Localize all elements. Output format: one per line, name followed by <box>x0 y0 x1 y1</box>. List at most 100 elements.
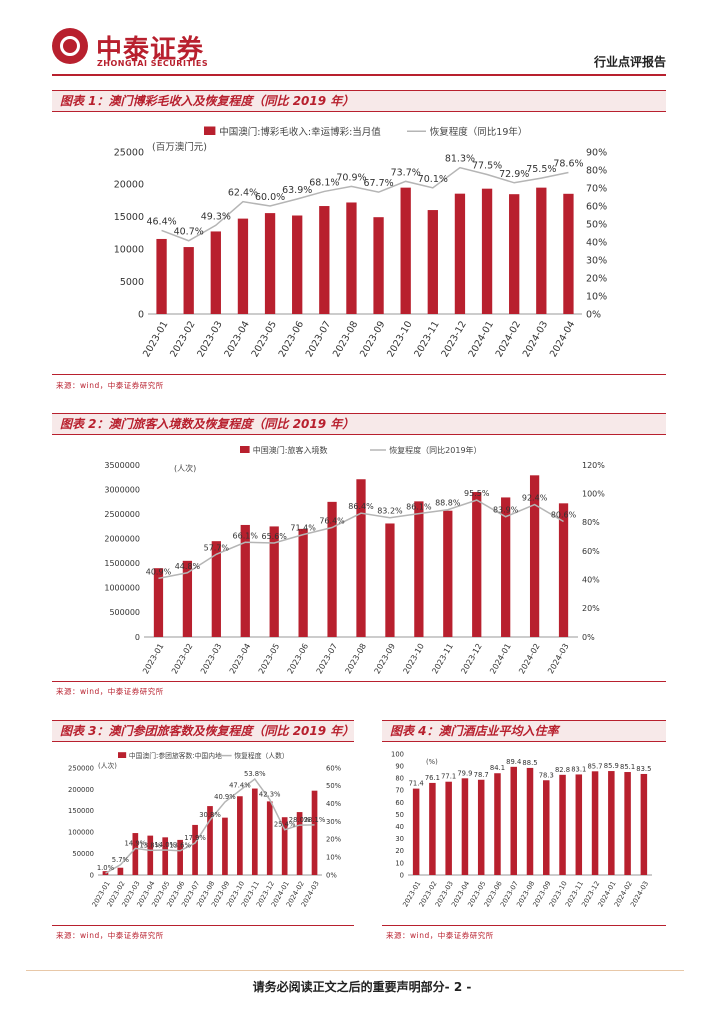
chart3-legend-bar-label: 中国澳门:参团旅客数:中国内地 <box>129 751 222 760</box>
chart3-data-label: 13.8% <box>139 841 161 849</box>
chart1-bar <box>536 187 547 314</box>
chart1-xtick: 2023-03 <box>195 319 224 359</box>
chart2-ytick-left: 1500000 <box>104 559 140 568</box>
chart3-data-label: 47.4% <box>229 781 251 789</box>
chart1-bar <box>509 194 520 314</box>
chart1-svg: (百万澳门元) 中国澳门:博彩毛收入:幸运博彩:当月值 恢复程度（同比19年） 0 50… <box>114 126 607 359</box>
chart4-bar <box>477 779 485 875</box>
chart4-ytick-left: 10 <box>395 859 404 867</box>
chart3-legend-line-label: 恢复程度（人数） <box>234 751 288 760</box>
chart4-data-label: 85.1 <box>620 763 635 771</box>
chart3-bar <box>177 839 183 875</box>
chart2-bar <box>240 524 250 637</box>
chart1-xtick: 2023-05 <box>250 319 279 359</box>
chart2-bar <box>356 479 366 637</box>
chart3-data-label: 14.9% <box>125 839 147 847</box>
chart4-data-label: 85.7 <box>587 762 602 770</box>
chart4-ytick-left: 20 <box>395 847 404 855</box>
chart4-bar <box>461 778 469 875</box>
chart3-bar <box>296 812 303 875</box>
chart1-ytick-right: 80% <box>586 165 607 176</box>
chart3-ytick-left: 50000 <box>72 850 94 858</box>
chart4-unit-label: (%) <box>426 758 438 766</box>
chart2-data-label: 57.7% <box>204 543 230 552</box>
chart4-bar <box>429 782 436 875</box>
chart1-xtick: 2023-09 <box>358 319 387 359</box>
chart3-data-label: 42.3% <box>259 791 281 799</box>
chart2-data-label: 76.4% <box>319 516 345 525</box>
chart2-ytick-right: 20% <box>582 604 600 613</box>
chart1-ytick-right: 70% <box>586 183 607 194</box>
chart2-xtick: 2023-07 <box>315 642 340 675</box>
chart2-ytick-left: 0 <box>135 633 140 642</box>
chart2-ytick-left: 3000000 <box>104 485 140 494</box>
chart3-title-bar: 图表 3：澳门参团旅客数及恢复程度（同比 2019 年） <box>52 720 354 742</box>
chart3-bar <box>117 867 124 875</box>
chart1-xtick: 2023-10 <box>385 319 414 359</box>
chart1-data-label: 63.9% <box>282 185 312 196</box>
chart2-xtick: 2023-02 <box>170 642 195 675</box>
chart1-bar <box>264 213 276 314</box>
chart2-source-divider <box>52 681 666 682</box>
chart1-bar <box>427 210 438 314</box>
chart3-svg: (人次) 中国澳门:参团旅客数:中国内地 恢复程度（人数） 0 50000 100000 1… <box>68 751 342 908</box>
chart4-data-label: 89.4 <box>506 758 521 766</box>
chart1-data-label: 81.3% <box>445 154 475 165</box>
chart3-data-label: 1.0% <box>97 864 115 872</box>
chart4-title-bar: 图表 4：澳门酒店业平均入住率 <box>382 720 666 742</box>
chart1-xtick: 2023-08 <box>331 319 360 359</box>
chart1-data-label: 75.5% <box>526 164 556 175</box>
chart4-data-label: 88.5 <box>522 759 537 767</box>
chart1-ytick-right: 40% <box>586 237 607 248</box>
chart3-data-label: 17.9% <box>184 834 206 842</box>
chart2-xtick: 2024-03 <box>546 642 571 675</box>
chart4-data-label: 77.1 <box>441 773 456 781</box>
chart1-legend-line-label: 恢复程度（同比19年） <box>430 126 528 138</box>
chart1-data-label: 62.4% <box>228 188 258 199</box>
chart1-bar <box>563 193 574 314</box>
chart4-ytick-left: 40 <box>395 823 404 831</box>
chart1-ytick-right: 30% <box>586 255 607 266</box>
chart2-data-label: 66.1% <box>233 531 259 540</box>
chart1-bar <box>210 231 221 314</box>
chart4-bar <box>575 774 583 875</box>
chart3-ytick-right: 10% <box>326 854 342 862</box>
chart1-bar <box>346 202 357 314</box>
chart2-xtick: 2023-11 <box>430 642 455 675</box>
chart2-bar <box>269 526 279 637</box>
chart2-ytick-left: 1000000 <box>104 584 140 593</box>
chart1-ytick-left: 0 <box>138 309 144 320</box>
chart1-line-series <box>161 166 569 242</box>
chart2-bar <box>529 475 540 637</box>
company-name-en: ZHONGTAI SECURITIES <box>97 59 209 68</box>
chart1-xtick: 2023-04 <box>223 319 252 359</box>
chart1-xtick: 2024-01 <box>467 319 496 359</box>
chart1-ytick-right: 60% <box>586 201 607 212</box>
chart1-xtick: 2023-11 <box>412 319 441 359</box>
chart1-data-label: 40.7% <box>174 227 204 238</box>
chart1-xtick: 2023-07 <box>304 319 333 359</box>
chart1-title: 图表 1：澳门博彩毛收入及恢复程度（同比 2019 年） <box>60 94 355 108</box>
chart1-ytick-left: 15000 <box>114 212 144 223</box>
chart4-ytick-left: 90 <box>395 762 404 770</box>
chart4-data-label: 85.9 <box>604 762 619 770</box>
chart1-data-label: 68.1% <box>309 177 339 188</box>
chart4-data-label: 78.7 <box>474 771 489 779</box>
chart2-bar <box>472 492 482 637</box>
chart2-xtick: 2023-04 <box>228 642 253 675</box>
chart4-bar <box>559 774 566 875</box>
chart3-source: 来源：wind，中泰证券研究所 <box>56 931 164 940</box>
chart2-ytick-right: 40% <box>582 575 600 584</box>
chart1-data-label: 77.5% <box>472 161 502 172</box>
chart2-ytick-right: 100% <box>582 489 605 498</box>
chart3-ytick-left: 250000 <box>68 764 94 772</box>
chart2-xtick: 2023-01 <box>141 642 166 675</box>
chart3-ytick-left: 200000 <box>68 786 94 794</box>
chart1-ytick-left: 5000 <box>120 277 144 288</box>
chart3-ytick-left: 0 <box>90 871 94 879</box>
chart3-data-label: 5.7% <box>112 856 130 864</box>
chart1-bar <box>237 218 249 314</box>
chart2-legend-bar-swatch <box>240 446 250 453</box>
chart3-bar <box>311 790 318 875</box>
chart3-ytick-right: 50% <box>326 782 342 790</box>
